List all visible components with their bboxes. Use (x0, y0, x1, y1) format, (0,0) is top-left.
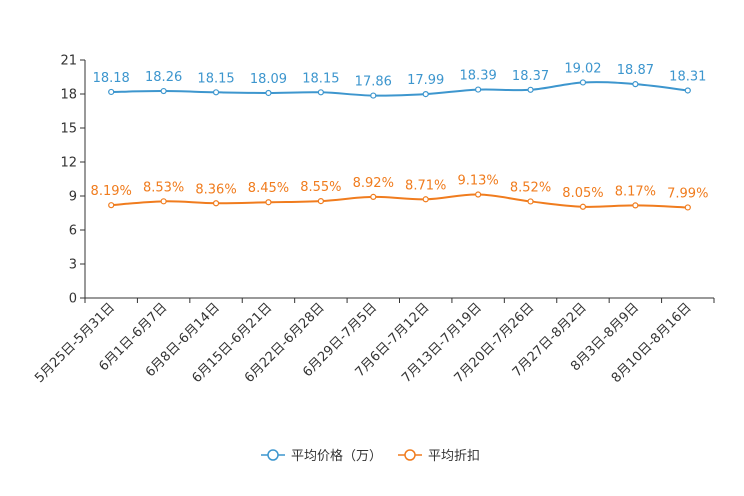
legend-item-discount[interactable]: 平均折扣 (398, 449, 480, 464)
data-point[interactable] (212, 89, 220, 96)
y-tick-label: 3 (69, 258, 77, 273)
y-tick-label: 15 (60, 122, 77, 137)
data-point[interactable] (527, 86, 534, 93)
data-point[interactable] (108, 88, 115, 96)
data-point[interactable] (684, 87, 691, 94)
data-label: 7.99% (667, 186, 708, 201)
data-point[interactable] (579, 79, 587, 86)
data-point[interactable] (475, 191, 482, 198)
data-label: 18.31 (669, 69, 706, 84)
data-label: 18.39 (460, 69, 497, 84)
data-label: 18.15 (302, 71, 339, 86)
data-point[interactable] (632, 202, 639, 209)
legend: 平均价格（万） 平均折扣 (261, 448, 480, 464)
series-0: 18.18 18.26 18.15 18.09 18.15 17.86 17.99 18.39… (93, 61, 706, 99)
legend-price-label: 平均价格（万） (291, 448, 382, 464)
data-label: 19.02 (564, 61, 601, 76)
data-label: 18.87 (617, 63, 654, 78)
data-point[interactable] (475, 86, 482, 93)
data-point[interactable] (422, 196, 429, 203)
data-point[interactable] (212, 200, 220, 207)
data-point[interactable] (317, 89, 324, 96)
y-tick-label: 6 (69, 224, 77, 239)
legend-discount-marker-icon (404, 449, 416, 461)
x-tick-labels: 5月25日-5月31日6月1日-6月7日6月8日-6月14日6月15日-6月21… (32, 298, 715, 386)
data-point[interactable] (579, 203, 587, 210)
data-point[interactable] (265, 199, 272, 206)
series-line (111, 193, 688, 209)
data-point[interactable] (160, 198, 167, 205)
data-label: 8.55% (300, 180, 341, 195)
data-point[interactable] (632, 81, 639, 88)
y-tick-layer: 0 3 6 9 12 15 18 21 (60, 54, 85, 307)
series-line (111, 81, 688, 97)
y-tick-label: 0 (69, 292, 77, 307)
data-label: 9.13% (457, 174, 498, 189)
data-point[interactable] (527, 198, 534, 205)
data-point[interactable] (265, 89, 272, 97)
data-label: 18.15 (197, 71, 234, 86)
series-layer: 18.18 18.26 18.15 18.09 18.15 17.86 17.99 18.39… (91, 61, 708, 211)
data-label: 8.53% (143, 180, 184, 195)
data-point[interactable] (422, 91, 429, 98)
data-label: 17.86 (355, 75, 392, 90)
data-label: 18.09 (250, 72, 287, 87)
data-point[interactable] (370, 193, 377, 201)
data-point[interactable] (317, 198, 324, 205)
data-label: 18.18 (93, 71, 130, 86)
data-label: 8.36% (195, 182, 236, 197)
data-label: 18.37 (512, 69, 549, 84)
y-tick-label: 18 (60, 88, 77, 103)
y-tick-label: 12 (60, 156, 77, 171)
data-point[interactable] (108, 202, 115, 209)
legend-price-marker-icon (267, 449, 279, 461)
legend-item-price[interactable]: 平均价格（万） (261, 448, 382, 464)
data-label: 8.52% (510, 180, 551, 195)
data-label: 8.71% (405, 178, 446, 193)
data-label: 8.19% (91, 184, 132, 199)
y-tick-label: 21 (60, 54, 77, 69)
data-label: 8.17% (615, 184, 656, 199)
legend-discount-label: 平均折扣 (428, 449, 480, 464)
data-label: 17.99 (407, 73, 444, 88)
data-point[interactable] (370, 92, 377, 99)
data-label: 18.26 (145, 70, 182, 85)
y-tick-label: 9 (69, 190, 77, 205)
data-label: 8.05% (562, 186, 603, 201)
data-label: 8.45% (248, 181, 289, 196)
series-1: 8.19% 8.53% 8.36% 8.45% 8.55% 8.92% 8.71% 9.13%… (91, 174, 708, 211)
data-label: 8.92% (353, 176, 394, 191)
data-point[interactable] (160, 87, 167, 95)
data-point[interactable] (684, 204, 691, 211)
